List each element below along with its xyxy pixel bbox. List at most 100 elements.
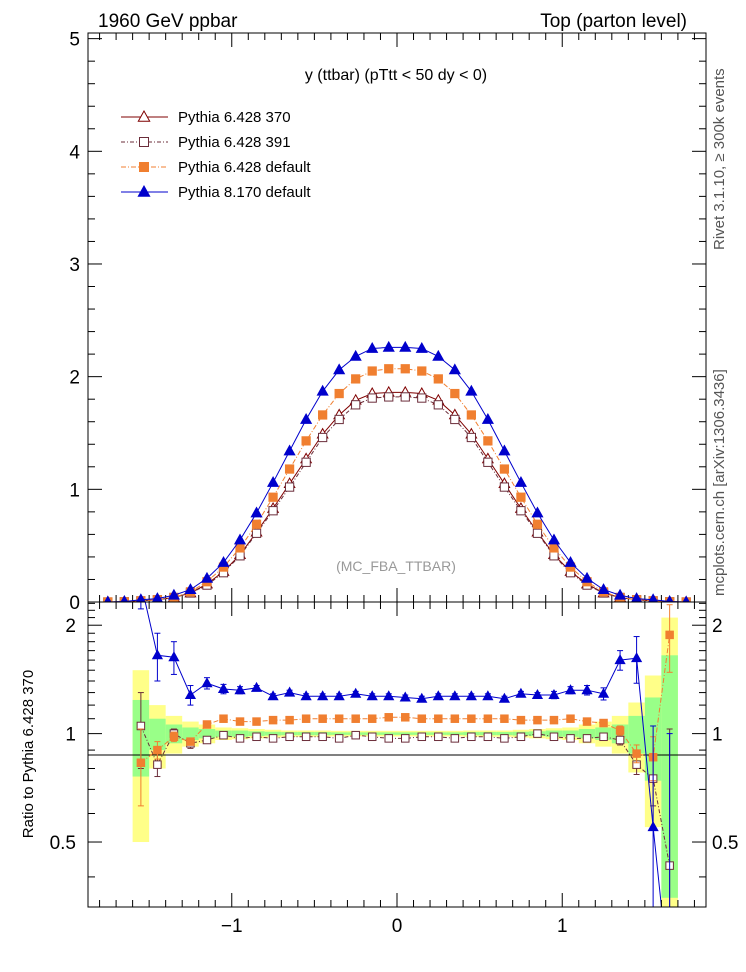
uncertainty-band-green bbox=[397, 732, 414, 735]
ratio-point bbox=[153, 760, 162, 769]
legend-marker bbox=[139, 162, 149, 172]
ratio-point bbox=[531, 688, 544, 700]
ratio-point bbox=[533, 715, 542, 725]
uncertainty-band-green bbox=[198, 728, 216, 739]
data-point bbox=[367, 366, 377, 376]
data-point bbox=[333, 363, 346, 375]
ratio-point bbox=[516, 715, 526, 725]
ratio-point bbox=[219, 730, 228, 740]
data-point bbox=[284, 464, 295, 474]
legend-marker bbox=[139, 137, 149, 147]
ratio-point bbox=[217, 682, 230, 694]
data-point bbox=[167, 588, 181, 600]
data-point bbox=[400, 392, 410, 402]
ratio-point bbox=[615, 735, 625, 745]
ratio-bands bbox=[132, 617, 678, 907]
ratio-point bbox=[351, 730, 360, 740]
data-point bbox=[532, 528, 543, 538]
data-point bbox=[499, 482, 510, 492]
data-point bbox=[266, 476, 280, 487]
ratio-point bbox=[153, 745, 162, 755]
ratio-point bbox=[399, 691, 411, 702]
ratio-point bbox=[467, 732, 476, 742]
ratio-point bbox=[549, 715, 559, 725]
data-point bbox=[466, 410, 476, 420]
ratio-point bbox=[566, 714, 575, 723]
uncertainty-band-green bbox=[149, 718, 166, 751]
data-point bbox=[483, 457, 493, 467]
data-point bbox=[665, 595, 674, 602]
data-point bbox=[200, 571, 214, 583]
main-series bbox=[103, 340, 691, 602]
data-point bbox=[432, 349, 445, 361]
ratio-point bbox=[350, 687, 362, 698]
ratio-y-tick-label: 2 bbox=[65, 616, 76, 637]
ratio-point bbox=[383, 690, 395, 701]
y-tick-label: 5 bbox=[69, 30, 80, 51]
data-point bbox=[104, 595, 112, 602]
legend-label: Pythia 6.428 default bbox=[178, 159, 311, 176]
ratio-panel: 0.5 0.5 1 1 2 2 −1 0 1 Ratio to Pythia 6.428 370 bbox=[20, 601, 738, 937]
uncertainty-band-green bbox=[562, 730, 579, 737]
ratio-point bbox=[151, 649, 164, 660]
ratio-point bbox=[285, 715, 294, 725]
ratio-point bbox=[219, 714, 228, 723]
data-point bbox=[351, 374, 361, 384]
data-point bbox=[613, 588, 627, 600]
data-point bbox=[417, 393, 427, 403]
ratio-point bbox=[582, 734, 592, 743]
legend-label: Pythia 6.428 391 bbox=[178, 134, 291, 151]
ratio-point bbox=[384, 713, 393, 722]
ratio-point bbox=[333, 690, 345, 701]
ratio-point bbox=[665, 630, 674, 640]
mcplots-label: mcplots.cern.ch [arXiv:1306.3436] bbox=[711, 369, 728, 596]
data-point bbox=[300, 412, 313, 424]
legend-marker bbox=[137, 109, 151, 122]
data-point bbox=[233, 533, 247, 545]
x-tick-label: 1 bbox=[557, 916, 568, 937]
ratio-point bbox=[136, 758, 146, 768]
ratio-point bbox=[548, 688, 560, 700]
ratio-point bbox=[367, 732, 377, 742]
uncertainty-band-green bbox=[380, 732, 397, 735]
ratio-point bbox=[234, 684, 246, 695]
ratio-point bbox=[301, 714, 311, 723]
ratio-point bbox=[582, 717, 592, 726]
legend-label: Pythia 8.170 default bbox=[178, 184, 311, 201]
data-point bbox=[466, 432, 476, 443]
ratio-series bbox=[136, 602, 674, 907]
ratio-frame bbox=[87, 601, 707, 908]
ratio-point bbox=[367, 714, 377, 723]
data-point bbox=[400, 364, 410, 374]
ratio-point bbox=[417, 732, 427, 742]
ratio-point bbox=[252, 732, 261, 742]
y-tick-label: 0 bbox=[69, 593, 80, 614]
data-point bbox=[631, 592, 643, 602]
ratio-point bbox=[500, 734, 509, 743]
data-point bbox=[384, 364, 394, 374]
data-point bbox=[580, 571, 594, 583]
data-point bbox=[184, 583, 197, 594]
ratio-point bbox=[483, 732, 493, 742]
ratio-point bbox=[516, 732, 526, 742]
data-point bbox=[516, 492, 526, 502]
ratio-line bbox=[144, 602, 662, 907]
data-point bbox=[120, 595, 129, 602]
ratio-point bbox=[250, 681, 263, 692]
data-point bbox=[316, 384, 329, 396]
data-point bbox=[349, 349, 362, 361]
ratio-point bbox=[434, 714, 443, 723]
main-panel: 0 1 2 3 4 5 y (ttbar) (pTtt < 50 dy < 0) (MC_… bbox=[69, 30, 707, 614]
uncertainty-band-green bbox=[330, 732, 348, 735]
ratio-point bbox=[416, 692, 428, 703]
data-point bbox=[549, 543, 559, 553]
ratio-point bbox=[599, 732, 608, 742]
ratio-point bbox=[614, 654, 626, 665]
uncertainty-band-green bbox=[264, 731, 282, 736]
ratio-point bbox=[267, 690, 279, 701]
legend-marker bbox=[137, 184, 151, 197]
data-point bbox=[448, 363, 461, 375]
ratio-point bbox=[169, 732, 179, 742]
ratio-point bbox=[184, 688, 197, 700]
